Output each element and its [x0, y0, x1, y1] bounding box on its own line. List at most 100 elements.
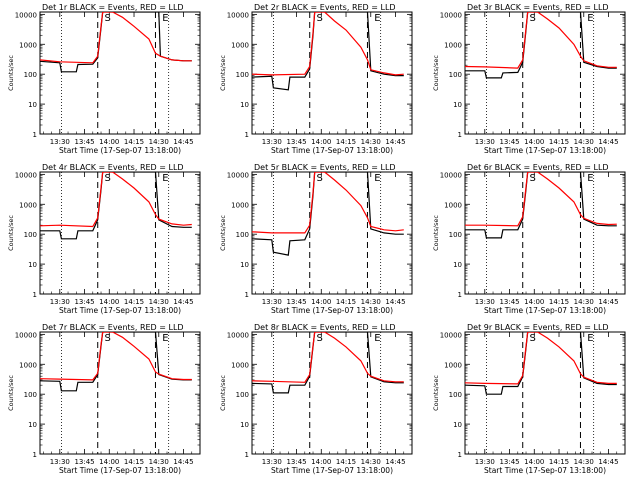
x-tick-label: 13:30 [262, 138, 282, 146]
x-tick-label: 13:30 [50, 458, 70, 466]
y-tick-label: 1000 [444, 41, 462, 49]
plot-frame [464, 331, 626, 455]
x-tick-label: 14:00 [311, 298, 331, 306]
y-axis-label: Counts/sec [432, 375, 440, 411]
x-axis-label: Start Time (17-Sep-07 13:18:00) [59, 306, 181, 315]
marker-letter: E [587, 13, 593, 24]
x-tick-label: 13:45 [286, 298, 306, 306]
plot-frame [464, 11, 626, 135]
y-tick-label: 100 [24, 391, 37, 399]
y-axis-label: Counts/sec [432, 55, 440, 91]
x-tick-label: 13:30 [50, 138, 70, 146]
y-tick-label: 10000 [227, 171, 249, 179]
x-axis-label: Start Time (17-Sep-07 13:18:00) [484, 146, 606, 155]
plot-area [465, 172, 617, 294]
x-tick-label: 14:45 [385, 298, 405, 306]
x-tick-label: 14:00 [99, 298, 119, 306]
x-tick-label: 14:30 [361, 458, 381, 466]
x-tick-label: 14:15 [549, 138, 569, 146]
panel-2: Det 2r BLACK = Events, RED = LLD 1 10 100 10… [219, 3, 413, 155]
x-tick-label: 14:15 [124, 138, 144, 146]
x-axis-label: Start Time (17-Sep-07 13:18:00) [484, 466, 606, 475]
y-tick-label: 100 [236, 391, 249, 399]
marker-letter: E [374, 333, 380, 344]
lld-line [252, 12, 404, 76]
y-tick-label: 1 [245, 131, 249, 139]
y-tick-label: 1 [33, 451, 37, 459]
x-tick-label: 13:45 [74, 458, 94, 466]
x-tick-label: 13:30 [262, 298, 282, 306]
marker-letter: S [316, 333, 322, 344]
x-tick-label: 14:30 [149, 298, 169, 306]
marker-letter: S [316, 173, 322, 184]
y-tick-label: 1000 [231, 201, 249, 209]
x-tick-label: 14:15 [336, 458, 356, 466]
y-tick-label: 1000 [19, 201, 37, 209]
x-axis-label: Start Time (17-Sep-07 13:18:00) [59, 466, 181, 475]
x-tick-label: 13:30 [475, 458, 495, 466]
y-tick-label: 1000 [19, 41, 37, 49]
plot-area [252, 332, 404, 454]
lld-line [40, 332, 192, 381]
y-tick-label: 100 [449, 231, 462, 239]
y-tick-label: 10 [28, 421, 37, 429]
y-axis-label: Counts/sec [219, 55, 227, 91]
x-tick-label: 13:45 [74, 298, 94, 306]
events-line [40, 12, 192, 73]
y-tick-label: 10 [28, 261, 37, 269]
marker-letter: E [587, 333, 593, 344]
y-tick-label: 10 [240, 101, 249, 109]
panel-7: Det 7r BLACK = Events, RED = LLD 1 10 100 10… [7, 323, 201, 475]
y-tick-label: 1000 [444, 201, 462, 209]
x-tick-label: 14:45 [173, 458, 193, 466]
y-tick-label: 1 [245, 291, 249, 299]
lld-line [465, 332, 617, 385]
marker-letter: S [529, 173, 535, 184]
x-tick-label: 14:30 [574, 298, 594, 306]
panel-title: Det 8r BLACK = Events, RED = LLD [254, 323, 396, 332]
x-tick-label: 13:30 [475, 298, 495, 306]
y-tick-label: 100 [449, 71, 462, 79]
plot-frame [39, 331, 201, 455]
x-tick-label: 14:30 [361, 298, 381, 306]
y-tick-label: 1000 [19, 361, 37, 369]
panel-6: Det 6r BLACK = Events, RED = LLD 1 10 100 10… [432, 163, 626, 315]
x-tick-label: 13:45 [74, 138, 94, 146]
lld-line [40, 12, 192, 64]
events-line [40, 332, 192, 392]
plot-area [465, 332, 617, 454]
y-tick-label: 10 [453, 261, 462, 269]
panel-1: Det 1r BLACK = Events, RED = LLD 1 10 100 10… [7, 3, 201, 155]
y-tick-label: 10000 [15, 11, 37, 19]
x-tick-label: 14:45 [385, 458, 405, 466]
y-tick-label: 1 [458, 451, 462, 459]
plot-frame [464, 171, 626, 295]
y-tick-label: 1000 [231, 41, 249, 49]
lld-line [465, 12, 617, 69]
plot-area [465, 12, 617, 134]
y-tick-label: 100 [24, 71, 37, 79]
plot-frame [39, 11, 201, 135]
x-tick-label: 13:45 [499, 458, 519, 466]
panel-title: Det 5r BLACK = Events, RED = LLD [254, 163, 396, 172]
y-tick-label: 10 [453, 421, 462, 429]
y-tick-label: 100 [236, 231, 249, 239]
x-tick-label: 13:30 [262, 458, 282, 466]
x-tick-label: 14:30 [149, 458, 169, 466]
x-tick-label: 14:00 [99, 458, 119, 466]
y-tick-label: 1000 [231, 361, 249, 369]
y-axis-label: Counts/sec [432, 215, 440, 251]
x-tick-label: 14:45 [385, 138, 405, 146]
plot-area [252, 172, 404, 294]
x-axis-label: Start Time (17-Sep-07 13:18:00) [59, 146, 181, 155]
x-tick-label: 14:00 [524, 138, 544, 146]
x-tick-label: 14:00 [524, 458, 544, 466]
x-tick-label: 14:00 [311, 138, 331, 146]
panel-8: Det 8r BLACK = Events, RED = LLD 1 10 100 10… [219, 323, 413, 475]
x-tick-label: 13:45 [499, 138, 519, 146]
marker-letter: E [374, 173, 380, 184]
x-tick-label: 14:00 [99, 138, 119, 146]
x-tick-label: 14:30 [149, 138, 169, 146]
x-tick-label: 14:45 [598, 138, 618, 146]
